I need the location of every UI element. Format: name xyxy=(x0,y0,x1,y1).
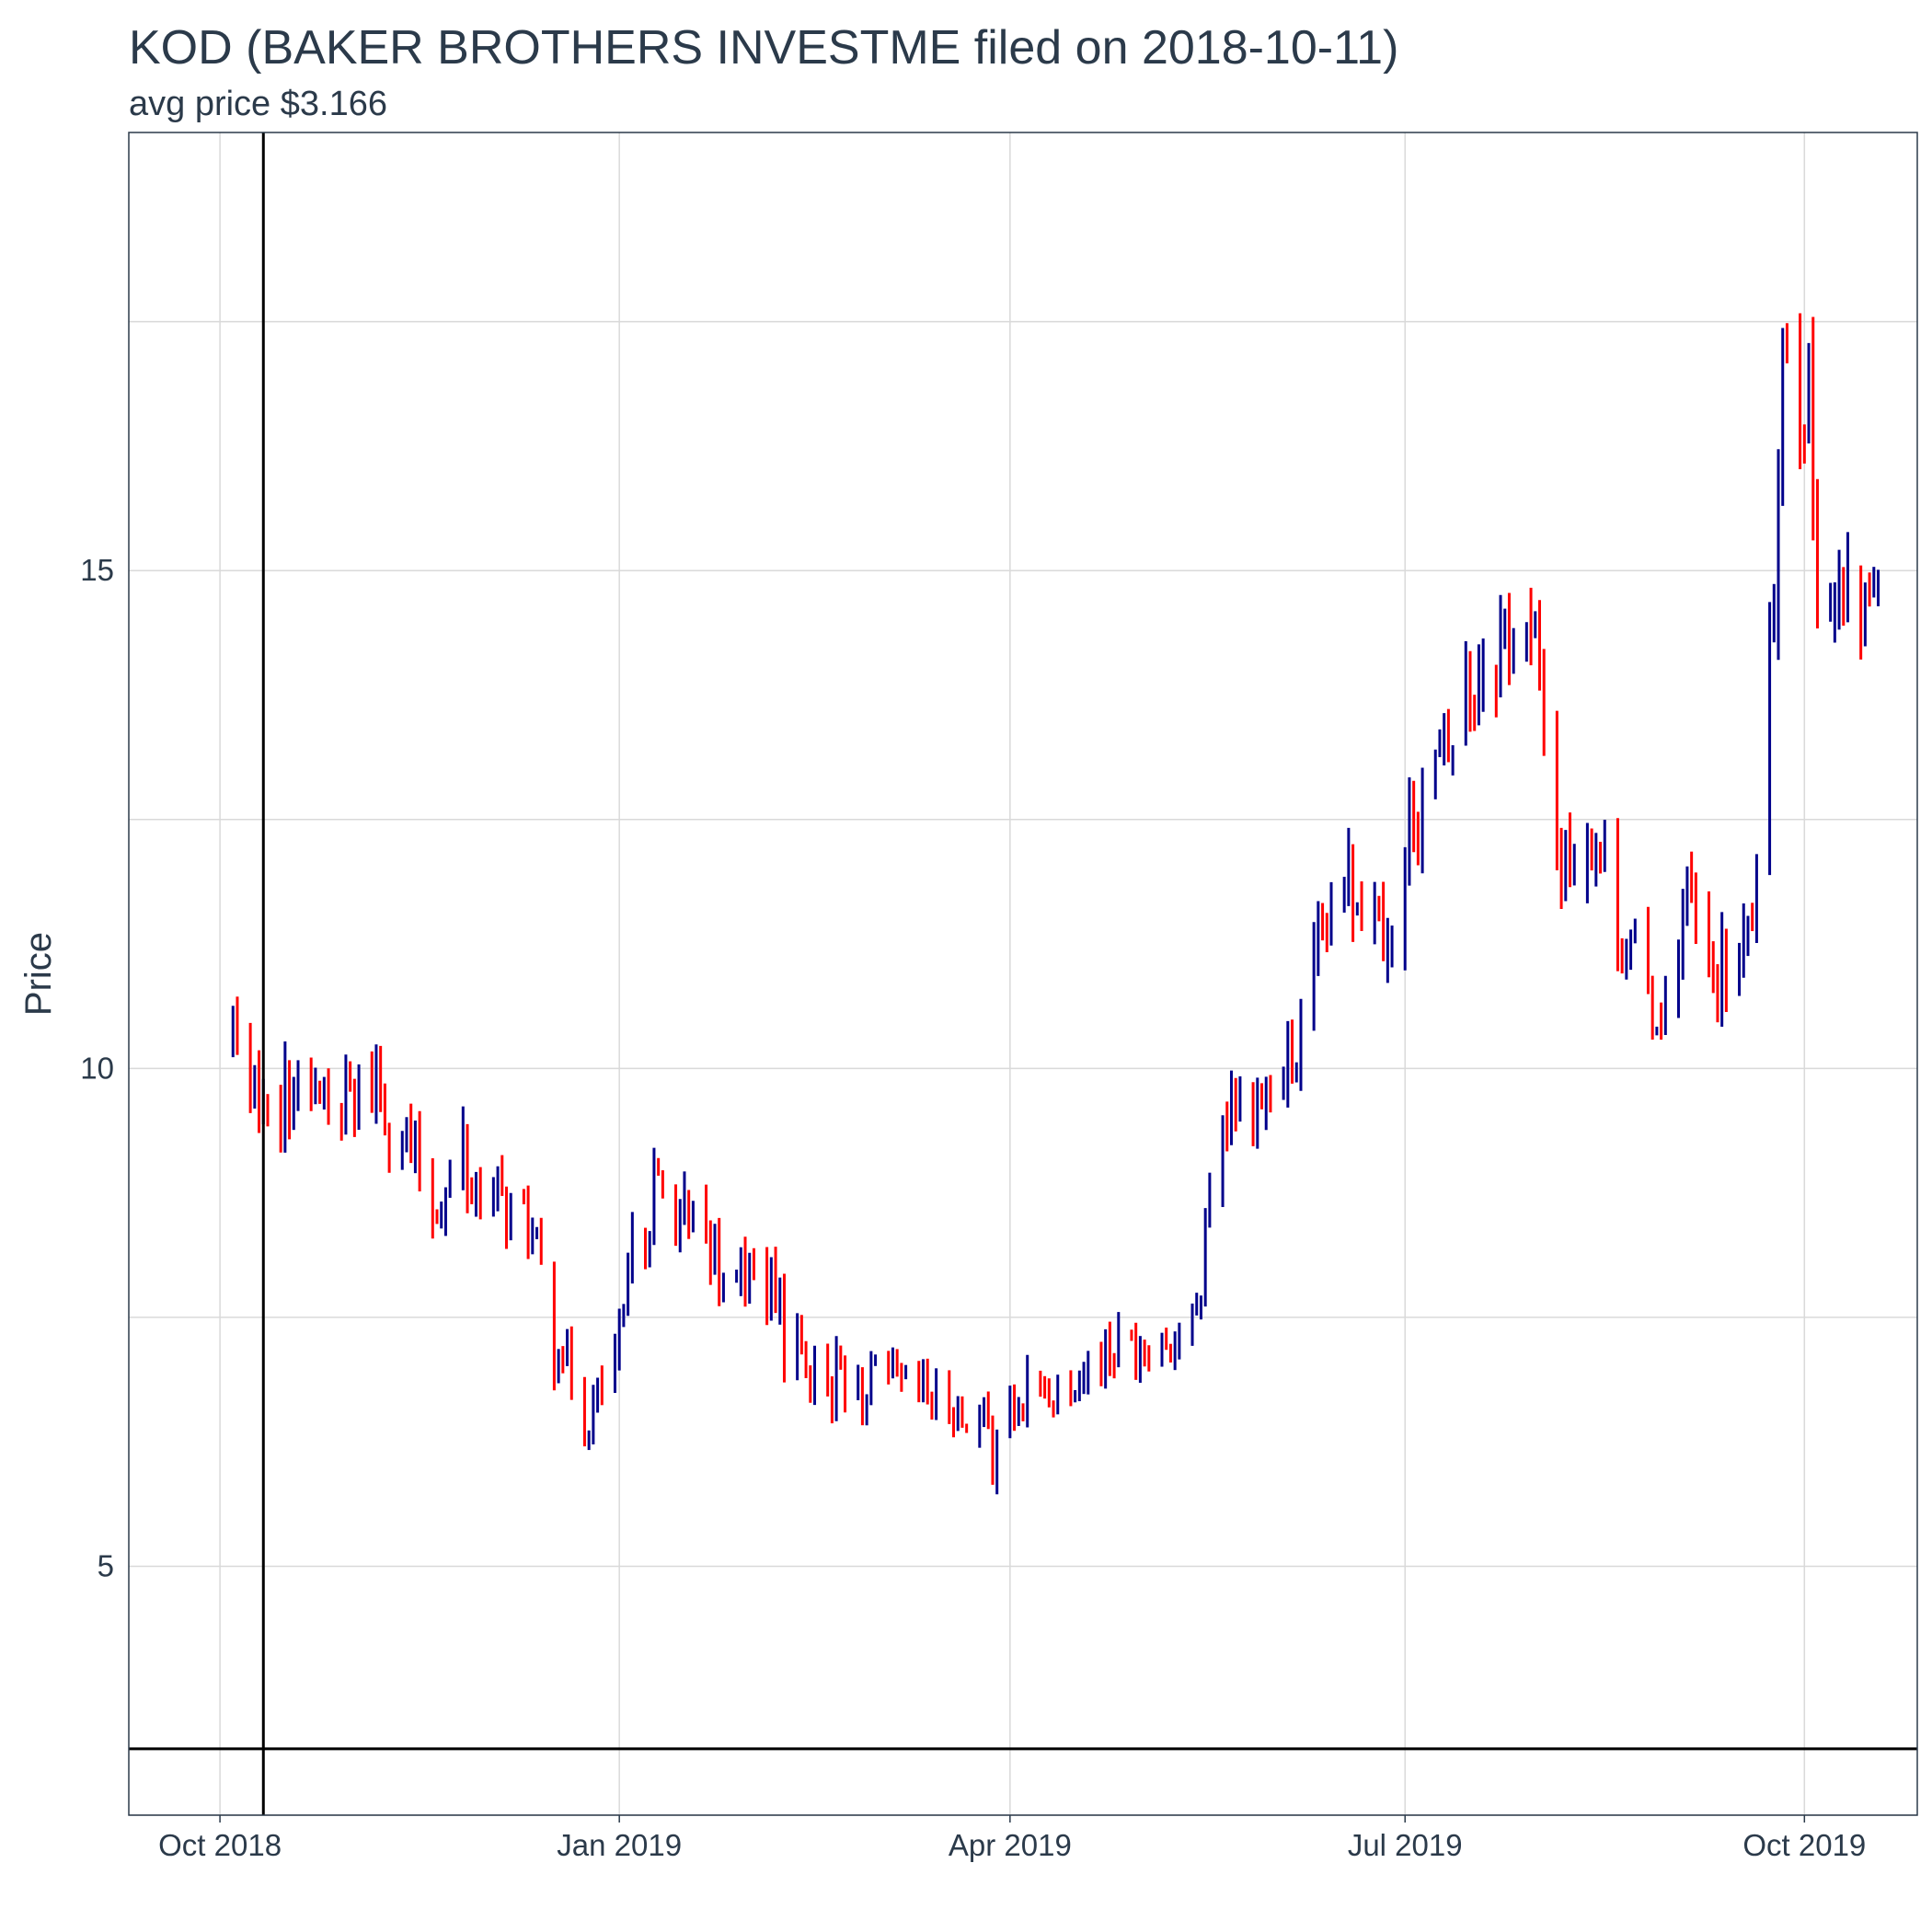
y-axis: 5 10 15 xyxy=(80,553,114,1582)
x-tick-label: Jan 2019 xyxy=(557,1828,682,1862)
chart-title: KOD (BAKER BROTHERS INVESTME filed on 20… xyxy=(129,21,1399,75)
y-tick-label: 15 xyxy=(80,553,114,587)
y-tick-label: 5 xyxy=(98,1548,114,1582)
grid-major xyxy=(129,132,1917,1816)
x-tick-label: Apr 2019 xyxy=(949,1828,1072,1862)
reference-lines xyxy=(129,132,1917,1815)
x-tick-label: Oct 2018 xyxy=(158,1828,282,1862)
x-tick-label: Oct 2019 xyxy=(1742,1828,1866,1862)
y-axis-title: Price xyxy=(18,932,59,1016)
chart-subtitle: avg price $3.166 xyxy=(129,85,387,123)
x-tick-label: Jul 2019 xyxy=(1348,1828,1463,1862)
x-axis: Oct 2018 Jan 2019 Apr 2019 Jul 2019 Oct 2019 xyxy=(158,1815,1866,1862)
y-tick-label: 10 xyxy=(80,1051,114,1085)
panel-border xyxy=(128,132,1918,1816)
price-bars xyxy=(231,313,1880,1495)
